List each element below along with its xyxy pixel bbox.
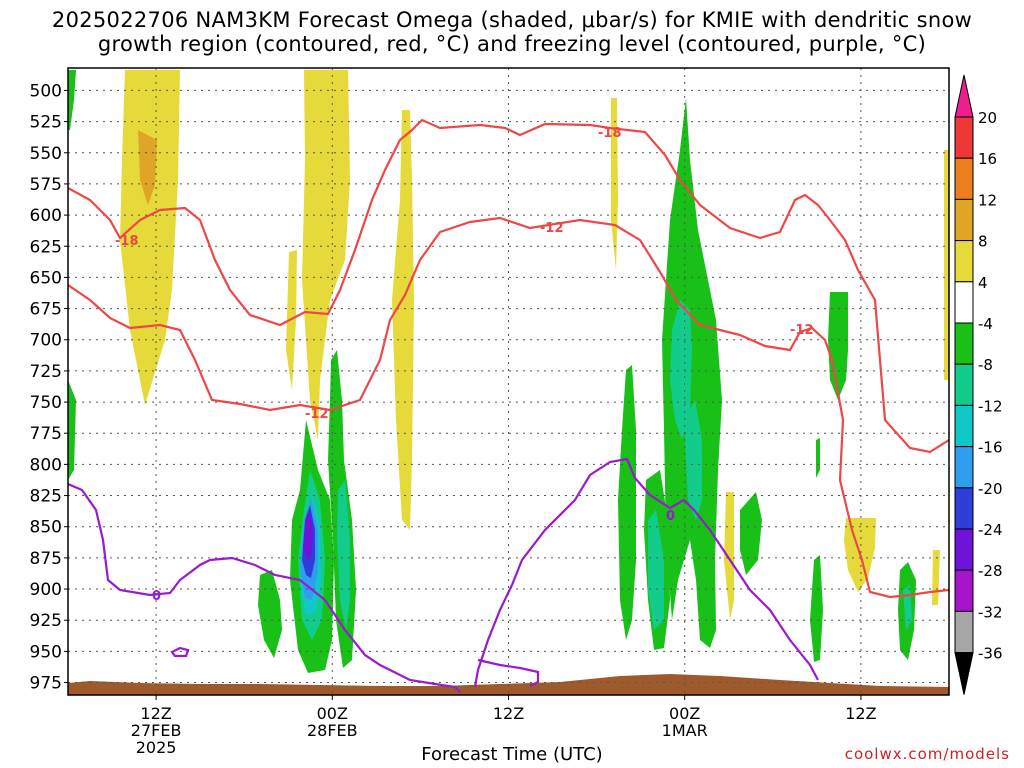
y-tick-label: 900 bbox=[30, 580, 62, 600]
freezing-level-contour bbox=[477, 658, 540, 687]
colorbar-top-arrow bbox=[954, 74, 974, 118]
ascent-region bbox=[648, 510, 664, 630]
colorbar-label: -12 bbox=[978, 397, 1003, 415]
y-axis: 500 525 550 575 600 625 650 675 700 725 750 775 800 8… bbox=[30, 81, 68, 694]
temp-contour--12 bbox=[68, 216, 949, 599]
colorbar-bin bbox=[954, 281, 974, 324]
y-tick-label: 500 bbox=[30, 81, 62, 101]
contour-label: 0 bbox=[152, 589, 161, 604]
colorbar-bin bbox=[954, 528, 974, 571]
colorbar-label: -8 bbox=[978, 356, 993, 374]
colorbar-label: -16 bbox=[978, 439, 1003, 457]
colorbar-label: 20 bbox=[978, 109, 997, 127]
ascent-region bbox=[618, 365, 636, 640]
chart-title-line-1: 2025022706 NAM3KM Forecast Omega (shaded… bbox=[51, 8, 973, 32]
ascent-region bbox=[337, 480, 350, 630]
x-tick-label: 28FEB bbox=[307, 721, 358, 740]
y-tick-label: 800 bbox=[30, 455, 62, 475]
ascent-region bbox=[684, 400, 702, 520]
temp-contour--18 bbox=[68, 118, 949, 454]
colorbar-bin bbox=[954, 610, 974, 654]
contour-label: -18 bbox=[115, 234, 139, 249]
ascent-region bbox=[816, 438, 820, 478]
y-tick-label: 950 bbox=[30, 642, 62, 662]
x-tick-label: 12Z bbox=[493, 704, 524, 723]
contour-label: -12 bbox=[790, 323, 814, 338]
y-tick-label: 650 bbox=[30, 268, 62, 288]
colorbar-bin bbox=[954, 116, 974, 159]
x-tick-label: 2025 bbox=[136, 738, 177, 757]
descent-region bbox=[944, 150, 949, 380]
colorbar-label: -24 bbox=[978, 521, 1003, 539]
contour-label: -12 bbox=[305, 407, 329, 422]
colorbar-bin bbox=[954, 322, 974, 365]
contour-label: -12 bbox=[540, 221, 564, 236]
y-tick-label: 775 bbox=[30, 424, 62, 444]
y-tick-label: 675 bbox=[30, 300, 62, 320]
ascent-region bbox=[828, 292, 848, 400]
ascent-region bbox=[68, 70, 76, 130]
descent-region bbox=[724, 492, 734, 620]
x-axis-label: Forecast Time (UTC) bbox=[421, 744, 603, 765]
colorbar-label: 16 bbox=[978, 150, 997, 168]
colorbar-bin bbox=[954, 198, 974, 242]
colorbar-label: 8 bbox=[978, 233, 988, 251]
y-tick-label: 625 bbox=[30, 237, 62, 257]
colorbar-label: -32 bbox=[978, 603, 1003, 621]
colorbar-bin bbox=[954, 446, 974, 489]
colorbar-label: -36 bbox=[978, 645, 1003, 663]
colorbar-bin bbox=[954, 487, 974, 530]
ascent-region bbox=[740, 492, 762, 575]
ascent-region bbox=[68, 380, 76, 480]
y-tick-label: 875 bbox=[30, 549, 62, 569]
freezing-level-contour bbox=[170, 646, 190, 658]
y-tick-label: 850 bbox=[30, 518, 62, 538]
x-tick-label: 00Z bbox=[317, 704, 348, 723]
descent-region bbox=[138, 130, 157, 205]
x-tick-label: 1MAR bbox=[662, 721, 708, 740]
descent-region bbox=[392, 110, 414, 530]
colorbar-label: -28 bbox=[978, 562, 1003, 580]
ascent-region bbox=[303, 510, 313, 562]
ascent-region bbox=[258, 570, 282, 658]
chart-title-line-2: growth region (contoured, red, °C) and f… bbox=[97, 32, 927, 56]
colorbar-bottom-arrow bbox=[954, 652, 974, 695]
contour-label: -18 bbox=[598, 126, 622, 141]
ascent-region bbox=[670, 300, 692, 440]
colorbar-label: -20 bbox=[978, 480, 1003, 498]
x-tick-label: 12Z bbox=[140, 704, 171, 723]
colorbar-bin bbox=[954, 157, 974, 200]
y-tick-label: 575 bbox=[30, 175, 62, 195]
y-tick-label: 750 bbox=[30, 393, 62, 413]
y-tick-label: 975 bbox=[30, 674, 62, 694]
x-tick-label: 12Z bbox=[845, 704, 876, 723]
colorbar-bin bbox=[954, 569, 974, 612]
x-tick-label: 27FEB bbox=[131, 721, 182, 740]
colorbar-bin bbox=[954, 240, 974, 283]
colorbar-label: 12 bbox=[978, 191, 997, 209]
omega-shading bbox=[68, 70, 949, 695]
y-tick-label: 725 bbox=[30, 362, 62, 382]
site-credit: coolwx.com/models bbox=[844, 745, 1010, 763]
descent-region bbox=[302, 70, 350, 440]
y-tick-label: 600 bbox=[30, 206, 62, 226]
colorbar-bin bbox=[954, 404, 974, 448]
y-tick-label: 925 bbox=[30, 611, 62, 631]
colorbar-label: 4 bbox=[978, 274, 988, 292]
ascent-region bbox=[662, 98, 722, 648]
freezing-level-contour bbox=[68, 457, 819, 693]
ascent-region bbox=[810, 555, 823, 662]
colorbar-label: -4 bbox=[978, 315, 993, 333]
y-tick-label: 825 bbox=[30, 487, 62, 507]
y-tick-label: 550 bbox=[30, 144, 62, 164]
contour-label: 0 bbox=[666, 509, 675, 524]
colorbar: 20 16 12 8 4 -4 -8 -12 -16 -20 -24 -28 -32 -36 bbox=[954, 74, 1003, 695]
y-tick-label: 525 bbox=[30, 113, 62, 133]
colorbar-bin bbox=[954, 363, 974, 406]
x-tick-label: 00Z bbox=[669, 704, 700, 723]
y-tick-label: 700 bbox=[30, 331, 62, 351]
descent-region bbox=[120, 70, 180, 405]
